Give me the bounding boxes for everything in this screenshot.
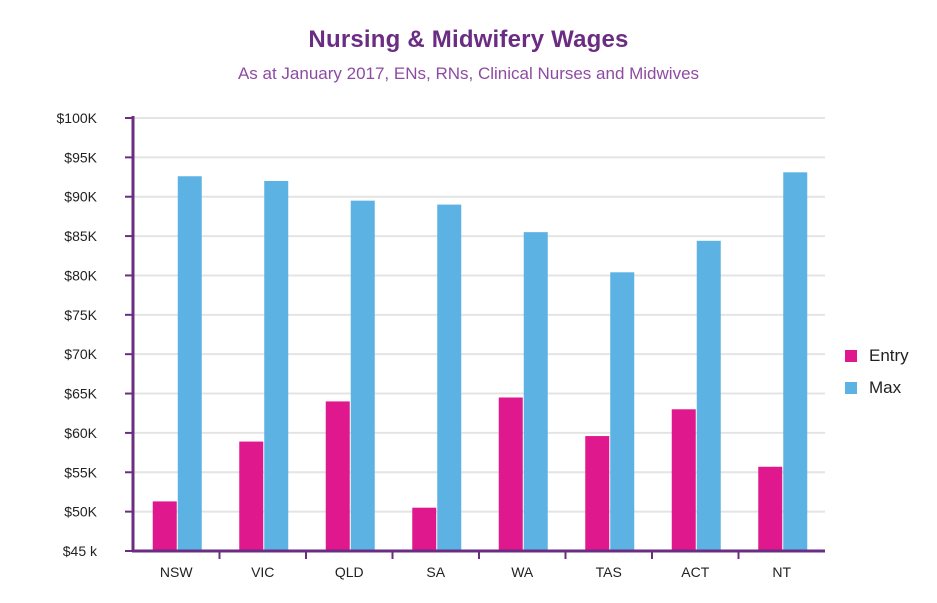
bar-max-nt: [783, 172, 808, 551]
y-tick-label: $90K: [64, 189, 97, 205]
y-tick-label: $55K: [64, 464, 97, 480]
bar-max-tas: [610, 272, 635, 551]
y-tick-label: $95K: [64, 149, 97, 165]
chart-subtitle: As at January 2017, ENs, RNs, Clinical N…: [237, 64, 700, 83]
y-tick-label: $80K: [64, 267, 97, 283]
x-tick-label: NSW: [160, 564, 193, 580]
x-tick-label: VIC: [251, 564, 274, 580]
bar-entry-vic: [239, 441, 264, 551]
bar-entry-nt: [758, 466, 783, 551]
bar-entry-sa: [412, 507, 437, 551]
legend-item-entry: Entry: [845, 342, 909, 370]
bar-max-sa: [437, 204, 462, 551]
bar-max-nsw: [177, 176, 202, 551]
x-tick-label: WA: [511, 564, 534, 580]
y-tick-label: $45 k: [63, 543, 98, 559]
bar-max-wa: [523, 232, 548, 551]
bar-max-act: [696, 240, 721, 551]
bar-entry-tas: [585, 436, 610, 551]
y-tick-label: $100K: [57, 110, 98, 126]
x-tick-label: TAS: [596, 564, 622, 580]
x-tick-label: QLD: [335, 564, 364, 580]
y-tick-label: $60K: [64, 425, 97, 441]
y-tick-label: $85K: [64, 228, 97, 244]
y-tick-label: $70K: [64, 346, 97, 362]
legend-label-max: Max: [869, 378, 902, 397]
x-tick-label: NT: [772, 564, 791, 580]
bar-max-qld: [350, 200, 375, 551]
x-tick-label: SA: [426, 564, 445, 580]
x-tick-label: ACT: [681, 564, 709, 580]
y-tick-label: $65K: [64, 386, 97, 402]
y-tick-label: $50K: [64, 504, 97, 520]
bar-entry-wa: [498, 397, 523, 551]
bar-entry-act: [671, 409, 696, 551]
y-tick-label: $75K: [64, 307, 97, 323]
chart-legend: Entry Max: [845, 342, 909, 406]
bar-entry-nsw: [152, 501, 177, 551]
legend-swatch-max: [845, 382, 857, 394]
legend-label-entry: Entry: [869, 346, 909, 365]
bar-max-vic: [264, 180, 289, 551]
chart-title: Nursing & Midwifery Wages: [308, 26, 629, 53]
legend-swatch-entry: [845, 350, 857, 362]
legend-item-max: Max: [845, 374, 909, 402]
bar-entry-qld: [325, 401, 350, 551]
